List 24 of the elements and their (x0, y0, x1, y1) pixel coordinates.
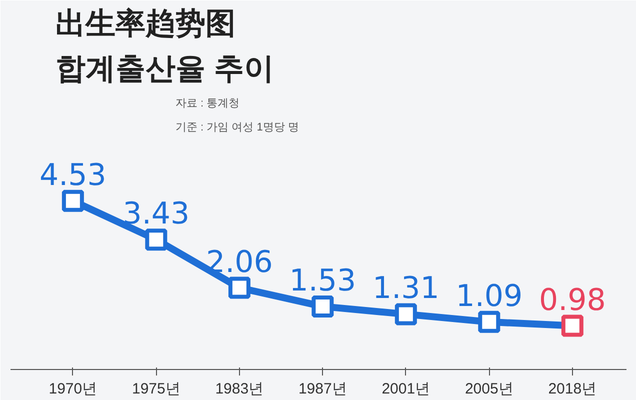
chart-title: 出生率趋势图 (56, 6, 236, 40)
data-label: 0.98 (538, 282, 606, 318)
data-label: 4.53 (40, 158, 106, 193)
point (145, 228, 168, 251)
x-tick-label: 2001년 (382, 380, 430, 398)
point (228, 276, 250, 299)
text: 자료 : 통계청 (176, 98, 240, 110)
point (62, 190, 84, 212)
text: 기준 : 가임 여성 1명당 명 (176, 122, 299, 134)
x-tick-label: 1975년 (132, 380, 180, 398)
data-label: 3.43 (122, 196, 190, 232)
x-tick-label: 2018년 (548, 380, 597, 398)
x-tick-label: 1970년 (48, 380, 98, 398)
data-label: 1.09 (456, 278, 523, 314)
x-tick-label: 1983년 (215, 380, 264, 398)
point (561, 314, 584, 337)
point (394, 303, 417, 326)
x-tick-label: 1987년 (298, 380, 347, 398)
chart-subtitle: 합계출산율 추이 (56, 52, 274, 86)
data-label: 1.31 (372, 271, 440, 306)
point (478, 310, 500, 333)
x-tick-label: 2005년 (464, 380, 514, 398)
point (312, 295, 334, 318)
data-label: 1.53 (289, 263, 356, 298)
